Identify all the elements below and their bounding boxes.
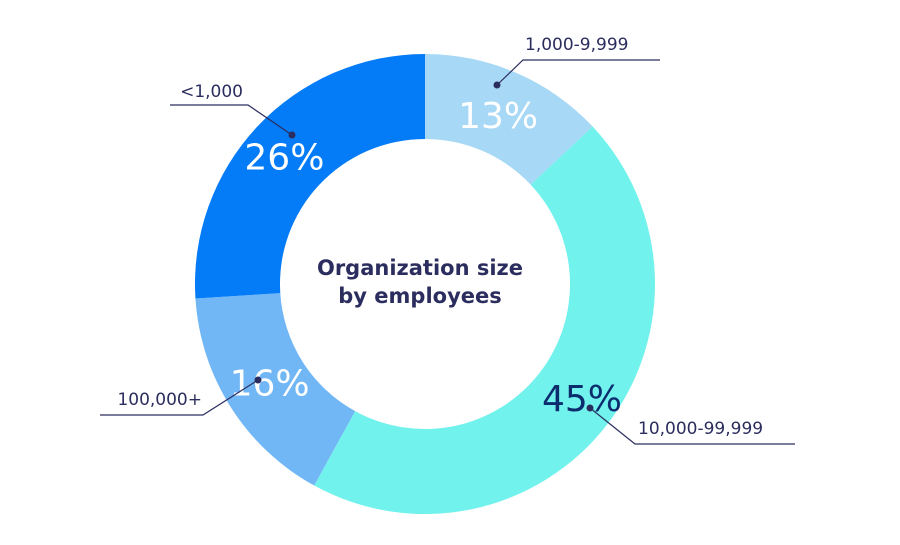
category-label-3: <1,000 — [180, 82, 243, 102]
value-label-2: 16% — [230, 364, 310, 405]
chart-title-line-1: Organization size — [317, 256, 523, 280]
value-label-0: 13% — [458, 96, 538, 137]
callout-line-1 — [589, 407, 795, 445]
category-label-1: 10,000-99,999 — [638, 419, 763, 439]
chart-title-line-2: by employees — [338, 284, 502, 308]
callout-line-2 — [100, 379, 259, 416]
category-label-2: 100,000+ — [117, 390, 202, 410]
donut-slice-0 — [425, 54, 593, 185]
callout-line-3 — [170, 104, 293, 136]
callout-dot-3 — [288, 131, 296, 139]
callout-dot-0 — [493, 81, 501, 89]
value-label-3: 26% — [244, 138, 324, 179]
category-label-0: 1,000-9,999 — [525, 35, 628, 55]
value-labels: 13% 45% 16% 26% — [230, 96, 622, 420]
callout-dot-1 — [586, 404, 594, 412]
donut-slice-2 — [195, 293, 356, 486]
callout-dot-2 — [254, 376, 262, 384]
donut-slices — [195, 54, 655, 514]
donut-slice-3 — [195, 54, 425, 299]
donut-slice-1 — [314, 126, 655, 514]
value-label-1: 45% — [542, 379, 622, 420]
category-callouts: 1,000-9,999 10,000-99,999 100,000+ <1,000 — [100, 35, 795, 445]
callout-line-0 — [496, 59, 660, 86]
